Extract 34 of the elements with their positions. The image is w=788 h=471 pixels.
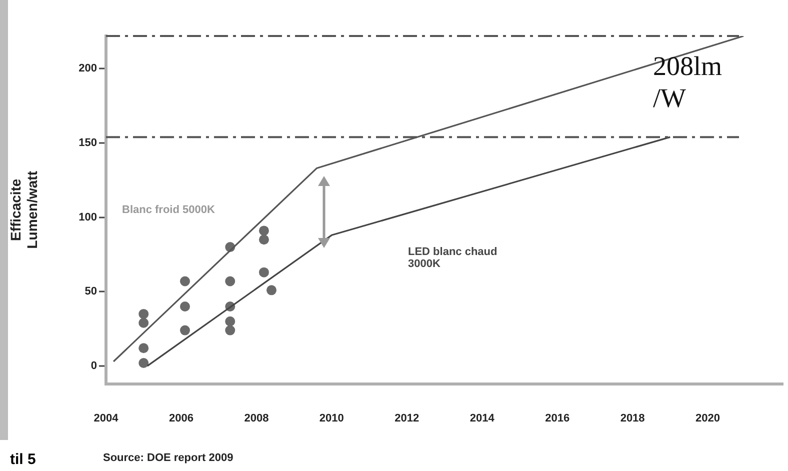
y-tick-label: 150 xyxy=(78,137,97,150)
x-tick-label: 2014 xyxy=(470,412,496,424)
point xyxy=(180,276,190,286)
x-tick-label: 2016 xyxy=(545,412,570,424)
point xyxy=(138,308,149,319)
point xyxy=(266,285,276,296)
point xyxy=(138,318,149,328)
point xyxy=(258,234,269,245)
point xyxy=(225,316,236,326)
x-tick-label: 2012 xyxy=(394,412,420,424)
x-tick-label: 2020 xyxy=(696,412,720,424)
x-tick-label: 2018 xyxy=(620,412,645,424)
y-tick-label: 50 xyxy=(84,286,97,298)
x-tick-label: 2006 xyxy=(168,412,194,424)
y-tick-label: 200 xyxy=(78,62,97,75)
source-note: Source: DOE report 2009 xyxy=(103,452,234,464)
annotation: 208lm /W xyxy=(653,51,722,114)
x-tick-label: 2010 xyxy=(319,412,344,424)
point xyxy=(225,325,236,336)
point xyxy=(180,302,190,312)
point xyxy=(180,325,190,336)
point xyxy=(258,267,269,278)
annotation: LED blanc chaud 3000K xyxy=(408,246,498,270)
point xyxy=(138,343,149,354)
annotation: Blanc froid 5000K xyxy=(122,204,215,216)
y-tick-label: 0 xyxy=(90,360,97,372)
point xyxy=(138,358,149,368)
x-tick-label: 2008 xyxy=(244,412,269,424)
point xyxy=(258,226,269,236)
x-tick-label: 2004 xyxy=(94,412,120,424)
point xyxy=(225,276,236,286)
text: til 5 xyxy=(10,451,36,468)
y-tick-label: 100 xyxy=(78,211,97,224)
y-axis-title: Efficacite Lumen/watt xyxy=(7,170,40,249)
